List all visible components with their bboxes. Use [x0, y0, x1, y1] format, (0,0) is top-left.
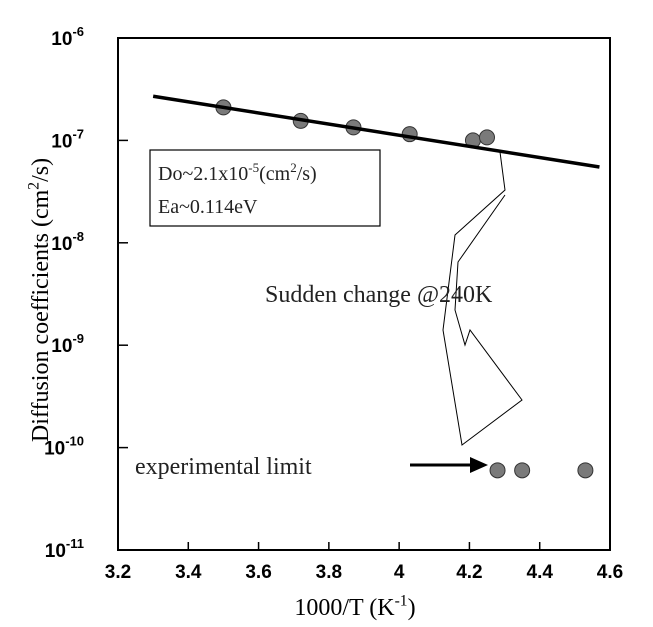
text-part: 1000/T (K: [294, 595, 395, 621]
arrow-head: [470, 457, 488, 473]
x-tick-label: 3.4: [175, 562, 202, 583]
text-part: Diffusion coefficients (cm: [28, 189, 54, 442]
box-line: Ea~0.114eV: [158, 196, 258, 218]
text-part: 2: [25, 182, 42, 190]
data-point: [577, 462, 594, 479]
y-tick-base: 10: [51, 234, 72, 255]
text-part: Ea~0.114eV: [158, 196, 258, 218]
data-point: [489, 462, 506, 479]
y-tick-label: 10-10: [44, 434, 84, 460]
text-part: -1: [395, 592, 408, 609]
x-tick-label: 4.2: [456, 562, 482, 583]
text-part: -5: [248, 160, 259, 175]
y-tick-exponent: -8: [72, 229, 84, 244]
y-tick-base: 10: [51, 131, 72, 152]
annotation-box: [149, 149, 381, 227]
fit-line: [152, 94, 600, 169]
y-tick-label: 10-11: [45, 536, 84, 562]
x-axis-label: 1000/T (K-1): [294, 592, 415, 621]
text-part: Do~2.1x10: [158, 163, 248, 185]
y-axis-label: Diffusion coefficients (cm2/s): [25, 158, 54, 442]
x-tick-label: 3.8: [316, 562, 342, 583]
y-tick-exponent: -10: [65, 434, 84, 449]
x-tick-label: 3.2: [105, 562, 131, 583]
y-tick-base: 10: [51, 29, 72, 50]
callout-shape: [442, 151, 523, 446]
x-tick-label: 4: [394, 562, 405, 583]
data-point: [479, 129, 495, 146]
y-tick-base: 10: [44, 439, 65, 460]
y-tick-base: 10: [51, 336, 72, 357]
text-part: ): [408, 595, 416, 621]
y-tick-label: 10-6: [51, 24, 84, 50]
text-part: /s): [28, 158, 54, 182]
annotation: experimental limit: [135, 454, 312, 480]
y-tick-exponent: -7: [72, 126, 84, 141]
y-tick-exponent: -11: [66, 536, 84, 551]
y-tick-label: 10-7: [51, 126, 84, 152]
y-tick-exponent: -6: [72, 24, 84, 39]
y-tick-exponent: -9: [72, 331, 84, 346]
y-tick-label: 10-8: [51, 229, 84, 255]
text-part: (cm: [259, 163, 291, 185]
x-tick-label: 3.6: [245, 562, 271, 583]
data-point: [514, 462, 531, 479]
x-tick-label: 4.4: [527, 562, 554, 583]
text-part: 2: [290, 160, 297, 175]
y-tick-base: 10: [45, 541, 66, 562]
x-tick-label: 4.6: [597, 562, 623, 583]
y-tick-label: 10-9: [51, 331, 84, 357]
annotation: Sudden change @240K: [265, 282, 493, 308]
text-part: /s): [297, 163, 317, 185]
plot-frame: [117, 37, 611, 551]
box-line: Do~2.1x10-5(cm2/s): [158, 160, 317, 185]
